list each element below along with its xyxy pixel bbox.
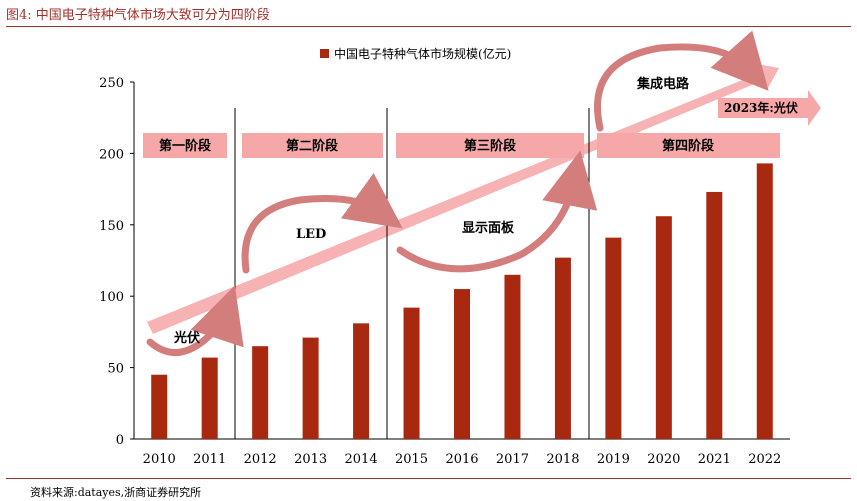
x-tick-label: 2011 [193, 452, 226, 467]
chart: 第一阶段 第二阶段 第三阶段 第四阶段 光伏 LED 显示面板 集成电路 202… [99, 30, 821, 467]
legend-swatch [320, 49, 329, 58]
stage-box-1 [143, 133, 227, 158]
bottom-divider [6, 478, 851, 479]
stage-label-2: 第二阶段 [286, 138, 338, 154]
y-tick-label: 0 [116, 433, 124, 448]
figure-title: 图4: 中国电子特种气体市场大致可分为四阶段 [6, 8, 270, 23]
stage-box-2 [242, 133, 383, 158]
x-tick-label: 2020 [647, 452, 680, 467]
x-tick-label: 2022 [748, 452, 781, 467]
curve-arrow-ic [594, 30, 769, 132]
y-tick-label: 50 [107, 362, 124, 377]
top-divider [6, 26, 851, 27]
x-tick-label: 2017 [496, 452, 529, 467]
annotation-pv: 光伏 [173, 330, 200, 346]
x-tick-label: 2016 [445, 452, 478, 467]
pv-2023-arrow [718, 90, 821, 126]
stage-label-4: 第四阶段 [662, 138, 714, 154]
x-tick-label: 2013 [294, 452, 327, 467]
x-tick-label: 2010 [143, 452, 176, 467]
stage-box-4 [597, 133, 780, 158]
bar-2013 [302, 337, 319, 439]
x-tick-label: 2015 [395, 452, 428, 467]
x-tick-label: 2014 [345, 452, 378, 467]
curve-arrow-display [396, 150, 598, 273]
growth-arrow [147, 64, 779, 334]
curve-arrow-led [241, 172, 403, 274]
x-tick-label: 2012 [244, 452, 277, 467]
stage-label-1: 第一阶段 [159, 138, 211, 154]
source-note: 资料来源:datayes,浙商证券研究所 [30, 486, 202, 499]
bar-2021 [706, 191, 723, 439]
bar-2012 [252, 346, 269, 439]
bar-2015 [403, 307, 420, 439]
x-tick-label: 2018 [546, 452, 579, 467]
bar-2018 [554, 257, 571, 439]
bar-2019 [605, 237, 622, 439]
y-tick-label: 100 [99, 290, 124, 305]
curve-arrow-pv [146, 285, 244, 357]
annotation-led: LED [296, 227, 326, 242]
bar-2011 [201, 357, 218, 439]
x-tick-label: 2019 [597, 452, 630, 467]
annotation-display: 显示面板 [462, 220, 515, 236]
legend-label: 中国电子特种气体市场规模(亿元) [334, 46, 511, 61]
stage-label-3: 第三阶段 [464, 138, 516, 154]
y-tick-label: 150 [99, 219, 124, 234]
annotation-pv-2023: 2023年:光伏 [724, 100, 798, 115]
annotation-ic: 集成电路 [636, 76, 690, 92]
bar-2022 [756, 163, 773, 439]
bar-2020 [655, 216, 672, 439]
bar-2014 [353, 323, 370, 439]
y-tick-label: 250 [99, 76, 124, 91]
y-tick-label: 200 [99, 147, 124, 162]
bar-2010 [151, 374, 168, 439]
bar-2017 [504, 274, 521, 439]
x-tick-label: 2021 [698, 452, 731, 467]
bar-2016 [454, 289, 470, 439]
